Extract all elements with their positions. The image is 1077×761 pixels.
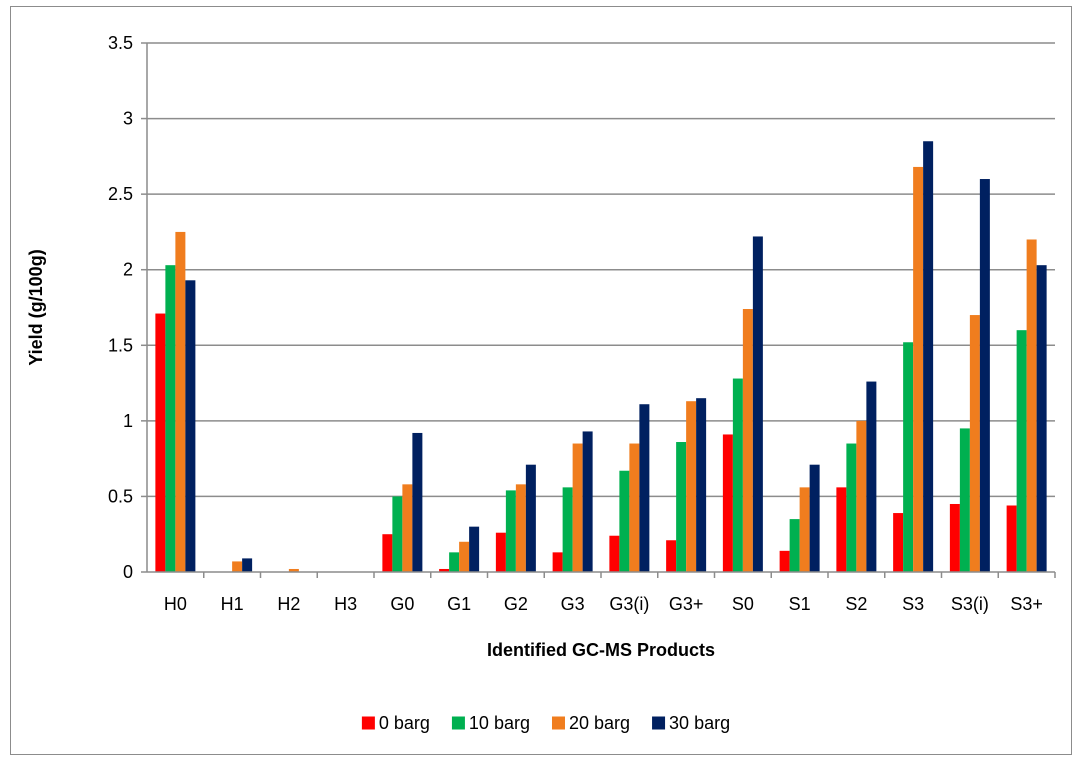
bar [382,534,393,572]
bar [969,315,980,572]
legend-label: 10 barg [469,713,530,733]
y-tick-label: 0 [123,562,133,582]
bar [505,490,516,572]
bar [609,535,620,572]
y-tick-label: 1 [123,411,133,431]
x-tick-label: G3 [561,594,585,614]
y-tick-label: 2 [123,260,133,280]
y-tick-label: 3.5 [108,33,133,53]
x-axis-title: Identified GC-MS Products [487,640,715,660]
x-tick-label: S3+ [1010,594,1043,614]
bar [856,420,867,572]
x-tick-label: H2 [277,594,300,614]
bar [696,398,707,572]
y-tick-labels: 0 0.5 1 1.5 2 2.5 3 3.5 [108,33,147,582]
bar [836,487,847,572]
bar [582,431,593,572]
bar [866,381,877,572]
bar [779,550,790,572]
bar [809,464,820,572]
bar [515,484,526,572]
x-tick-label: G3+ [669,594,704,614]
bar [1016,330,1027,572]
x-tick-label: S0 [732,594,754,614]
bar [619,470,630,572]
legend-swatch [551,716,565,730]
bar [846,443,857,572]
bar [629,443,640,572]
x-tick-label: S2 [845,594,867,614]
bar [288,568,299,572]
bar [175,231,186,572]
x-tick-label: G0 [390,594,414,614]
bar [232,561,243,572]
bar [949,503,960,572]
y-tick-label: 3 [123,109,133,129]
bar [439,568,450,572]
x-tick-label: S3(i) [951,594,989,614]
bar [722,434,733,572]
x-tick-label: H3 [334,594,357,614]
x-tick-label: H0 [164,594,187,614]
x-tick-label: H1 [221,594,244,614]
bar [1036,265,1047,572]
bar [979,179,990,572]
bar [923,141,934,572]
x-tick-label: G2 [504,594,528,614]
bar [242,558,253,572]
bar [893,513,904,572]
bar [155,313,166,572]
x-tick-label: S1 [789,594,811,614]
bar [562,487,573,572]
bar [676,442,687,572]
legend-label: 20 barg [569,713,630,733]
bar [742,309,753,572]
bar [1006,505,1017,572]
legend-swatch [361,716,375,730]
bar [913,166,924,573]
y-axis-title: Yield (g/100g) [26,249,46,365]
x-tick-label: G3(i) [609,594,649,614]
bar [639,404,650,572]
bars [155,141,1047,573]
y-tick-label: 1.5 [108,335,133,355]
bar [752,236,763,572]
bar [525,464,536,572]
bar [469,526,480,572]
x-tick-label: S3 [902,594,924,614]
bar [959,428,970,572]
bar [903,342,914,572]
legend-swatch [652,716,666,730]
bar [666,540,677,572]
legend-label: 30 barg [669,713,730,733]
legend-swatch [451,716,465,730]
bar [459,541,470,572]
y-tick-label: 2.5 [108,184,133,204]
bar [572,443,583,572]
bar [402,484,413,572]
bar [392,496,403,572]
x-tick-labels: H0 H1 H2 H3 G0 G1 G2 G3 G3(i) G3+ S0 S1 S2 S3 S3(i) S3+ [164,572,1056,614]
bar [449,552,460,572]
x-tick-label: G1 [447,594,471,614]
bar [552,552,563,572]
bar [185,280,196,572]
legend-label: 0 barg [379,713,430,733]
bar [799,487,810,572]
bar [732,378,743,572]
bar [412,432,423,572]
bar [1026,239,1037,572]
bar [495,532,506,572]
bar [165,265,176,572]
y-tick-label: 0.5 [108,486,133,506]
legend: 0 barg 10 barg 20 barg 30 barg [361,713,730,733]
bar [686,401,697,572]
bar [789,519,800,572]
